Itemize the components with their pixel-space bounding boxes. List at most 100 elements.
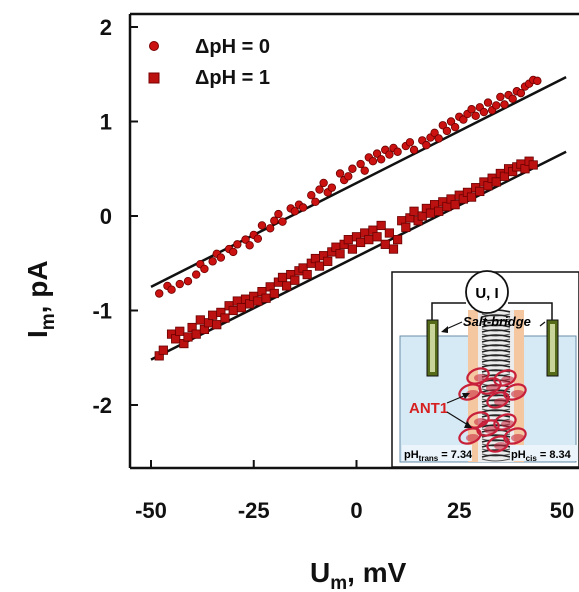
data-point-series-0 — [274, 209, 283, 219]
x-tick-label: -50 — [135, 498, 167, 523]
data-point-series-0 — [335, 169, 345, 178]
data-point-series-0 — [344, 172, 353, 181]
data-point-series-1 — [520, 164, 530, 174]
helix-turn — [481, 363, 511, 367]
data-point-series-0 — [385, 150, 394, 159]
data-point-series-1 — [347, 244, 357, 254]
helix-turn — [481, 414, 511, 418]
x-tick-label: -25 — [238, 498, 270, 523]
protein-coil — [494, 398, 508, 406]
y-tick-label: 1 — [100, 110, 112, 135]
protein-coil — [486, 384, 500, 392]
helix-turn — [481, 454, 511, 458]
data-point-series-1 — [356, 237, 366, 248]
data-point-series-0 — [200, 264, 209, 274]
data-point-series-0 — [533, 76, 542, 86]
helix-turn — [481, 349, 511, 353]
data-point-series-0 — [315, 185, 324, 194]
data-points — [154, 75, 542, 361]
data-point-series-0 — [508, 94, 517, 104]
helix-turn — [481, 348, 511, 352]
helix-turn — [481, 364, 511, 368]
meter-label: U, I — [475, 285, 498, 302]
data-point-series-1 — [236, 303, 247, 313]
data-point-series-1 — [220, 313, 230, 323]
ph-cis-box — [510, 445, 578, 461]
data-point-series-0 — [241, 235, 250, 244]
protein-coil — [511, 390, 525, 398]
data-point-series-1 — [388, 244, 399, 254]
helix-turn — [481, 358, 511, 362]
data-point-series-0 — [348, 164, 357, 173]
arrowhead-left — [441, 326, 448, 333]
data-point-series-0 — [483, 98, 493, 107]
ant1-protein — [458, 367, 527, 453]
x-tick-label: 50 — [550, 498, 574, 523]
inset-schematic: U, I Salt-bridge ANT1 pHtrans = 7.34 pHc… — [391, 270, 579, 468]
helix-turn — [481, 318, 511, 322]
x-axis-title: Um, mV — [310, 557, 407, 592]
data-point-series-0 — [270, 216, 279, 225]
y-tick-label: 0 — [100, 204, 112, 229]
data-point-series-1 — [203, 318, 214, 328]
helix-turn — [481, 344, 511, 348]
helix-turn — [481, 458, 511, 462]
legend-label-series-1: ΔpH = 1 — [195, 67, 270, 89]
data-point-series-0 — [450, 122, 460, 132]
data-point-series-1 — [380, 239, 390, 249]
plot-area — [128, 12, 579, 470]
helix-turn — [481, 314, 511, 318]
helix-turn — [481, 343, 511, 347]
helix-turn — [481, 354, 511, 358]
data-point-series-0 — [192, 270, 201, 279]
data-point-series-0 — [434, 134, 443, 143]
data-point-series-0 — [430, 128, 439, 138]
helix-turn — [481, 353, 511, 357]
ph-cis-label: pHcis = 8.34 — [511, 449, 572, 463]
protein-coil — [486, 435, 510, 453]
data-point-series-0 — [459, 115, 468, 124]
data-point-series-1 — [475, 186, 485, 197]
data-point-series-1 — [425, 208, 436, 218]
helix-turn — [481, 328, 511, 332]
data-point-series-0 — [257, 221, 267, 230]
protein-coil — [503, 427, 527, 445]
helix-turn — [481, 453, 511, 457]
helix-turn — [481, 404, 511, 408]
data-point-series-1 — [335, 249, 345, 259]
data-point-series-1 — [364, 235, 374, 245]
data-point-series-0 — [422, 140, 431, 150]
data-point-series-1 — [245, 299, 255, 309]
protein-coil — [494, 442, 508, 450]
protein-coil — [486, 391, 510, 409]
data-point-series-0 — [405, 138, 415, 147]
data-point-series-0 — [290, 207, 300, 216]
data-point-series-0 — [167, 285, 176, 294]
helix-turn — [481, 319, 511, 323]
data-point-series-1 — [392, 235, 403, 245]
wire-left — [431, 302, 466, 322]
helix-turn — [481, 359, 511, 363]
data-point-series-1 — [269, 288, 279, 299]
data-point-series-0 — [492, 101, 501, 110]
data-point-series-1 — [466, 192, 477, 202]
data-point-series-0 — [278, 217, 287, 226]
x-ticks: -50 -25 0 25 50 — [135, 460, 574, 523]
meter-circle — [465, 270, 509, 314]
legend-label-series-0: ΔpH = 0 — [195, 36, 270, 58]
legend-marker-square — [148, 72, 160, 84]
helix-turn — [481, 409, 511, 413]
electrode-left-inner — [430, 324, 435, 372]
protein-coil — [466, 367, 490, 385]
data-point-series-0 — [183, 277, 193, 286]
helix-turn — [481, 323, 511, 327]
protein-arrow-upper — [446, 394, 467, 404]
helix-turn — [481, 333, 511, 337]
ph-trans-box — [402, 445, 472, 461]
data-point-series-1 — [434, 206, 444, 216]
data-point-series-1 — [208, 310, 218, 320]
arrowhead-lower — [464, 421, 472, 428]
data-point-series-0 — [228, 247, 238, 257]
helix-turn — [481, 324, 511, 328]
helix-turn — [481, 338, 511, 342]
